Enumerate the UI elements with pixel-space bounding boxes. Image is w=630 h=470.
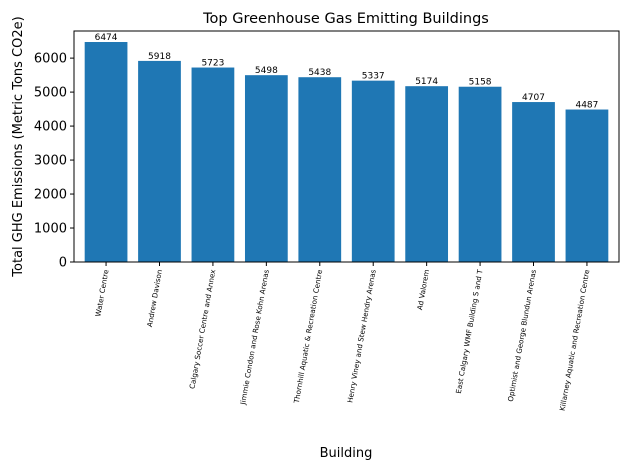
bar-value-label: 5723 xyxy=(201,59,224,69)
y-tick-label: 1000 xyxy=(34,222,67,237)
bar xyxy=(351,80,395,262)
bar xyxy=(512,102,555,262)
bar xyxy=(244,75,288,262)
y-tick-label: 0 xyxy=(59,256,67,271)
bar xyxy=(565,109,609,262)
bar xyxy=(84,42,128,263)
bar-value-label: 5337 xyxy=(362,72,385,82)
bar-value-label: 5174 xyxy=(415,77,438,87)
chart-title: Top Greenhouse Gas Emitting Buildings xyxy=(202,11,489,27)
bar xyxy=(138,60,181,263)
bar-value-label: 5498 xyxy=(255,66,278,76)
y-axis-label: Total GHG Emissions (Metric Tons CO2e) xyxy=(11,16,26,277)
bar-value-label: 5438 xyxy=(308,68,331,78)
y-tick-label: 6000 xyxy=(34,52,67,67)
bar-value-label: 5158 xyxy=(469,78,492,88)
plot-frame xyxy=(73,30,620,263)
y-tick-label: 3000 xyxy=(34,154,67,169)
y-tick-label: 4000 xyxy=(34,120,67,135)
bar-value-labels: 6474 5918 5723 5498 5438 5337 5174 5158 4707 4487 xyxy=(95,33,599,111)
y-tick-label: 5000 xyxy=(34,86,67,101)
bar-value-label: 5918 xyxy=(148,52,171,62)
bar-value-label: 4487 xyxy=(575,101,598,111)
bar xyxy=(298,77,342,262)
bar xyxy=(191,67,235,262)
bar xyxy=(405,86,449,262)
bar-value-label: 4707 xyxy=(522,93,545,103)
y-axis: 0 1000 2000 3000 4000 5000 6000 xyxy=(34,52,74,271)
bar-value-label: 6474 xyxy=(95,33,118,43)
bars-group xyxy=(84,42,609,263)
y-tick-label: 2000 xyxy=(34,188,67,203)
x-axis-label: Building xyxy=(320,446,373,461)
bar xyxy=(458,86,502,263)
